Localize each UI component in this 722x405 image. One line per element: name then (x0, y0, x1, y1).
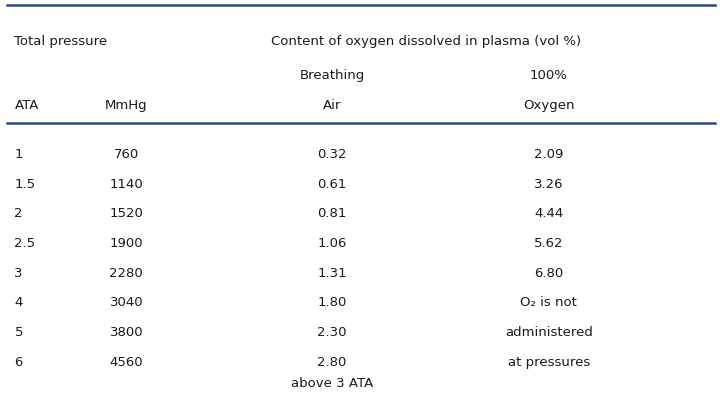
Text: 100%: 100% (530, 69, 567, 82)
Text: 3040: 3040 (110, 296, 143, 309)
Text: Content of oxygen dissolved in plasma (vol %): Content of oxygen dissolved in plasma (v… (271, 34, 581, 47)
Text: 5.62: 5.62 (534, 237, 563, 249)
Text: 1.5: 1.5 (14, 177, 35, 190)
Text: O₂ is not: O₂ is not (521, 296, 577, 309)
Text: 1.80: 1.80 (318, 296, 347, 309)
Text: 1.31: 1.31 (317, 266, 347, 279)
Text: 0.81: 0.81 (318, 207, 347, 220)
Text: ATA: ATA (14, 99, 39, 112)
Text: 5: 5 (14, 325, 23, 338)
Text: MmHg: MmHg (105, 99, 148, 112)
Text: 3.26: 3.26 (534, 177, 563, 190)
Text: Air: Air (323, 99, 342, 112)
Text: 2.30: 2.30 (318, 325, 347, 338)
Text: 1520: 1520 (110, 207, 143, 220)
Text: 2.09: 2.09 (534, 148, 563, 161)
Text: 4.44: 4.44 (534, 207, 563, 220)
Text: Oxygen: Oxygen (523, 99, 575, 112)
Text: 2: 2 (14, 207, 23, 220)
Text: 2.80: 2.80 (318, 355, 347, 368)
Text: above 3 ATA: above 3 ATA (291, 376, 373, 389)
Text: 0.32: 0.32 (318, 148, 347, 161)
Text: administered: administered (505, 325, 593, 338)
Text: at pressures: at pressures (508, 355, 590, 368)
Text: 0.61: 0.61 (318, 177, 347, 190)
Text: 6: 6 (14, 355, 23, 368)
Text: Total pressure: Total pressure (14, 34, 108, 47)
Text: 2280: 2280 (110, 266, 143, 279)
Text: 4560: 4560 (110, 355, 143, 368)
Text: 6.80: 6.80 (534, 266, 563, 279)
Text: 1140: 1140 (110, 177, 143, 190)
Text: 1900: 1900 (110, 237, 143, 249)
Text: 1: 1 (14, 148, 23, 161)
Text: 3: 3 (14, 266, 23, 279)
Text: Breathing: Breathing (300, 69, 365, 82)
Text: 3800: 3800 (110, 325, 143, 338)
Text: 760: 760 (114, 148, 139, 161)
Text: 4: 4 (14, 296, 23, 309)
Text: 2.5: 2.5 (14, 237, 35, 249)
Text: 1.06: 1.06 (318, 237, 347, 249)
